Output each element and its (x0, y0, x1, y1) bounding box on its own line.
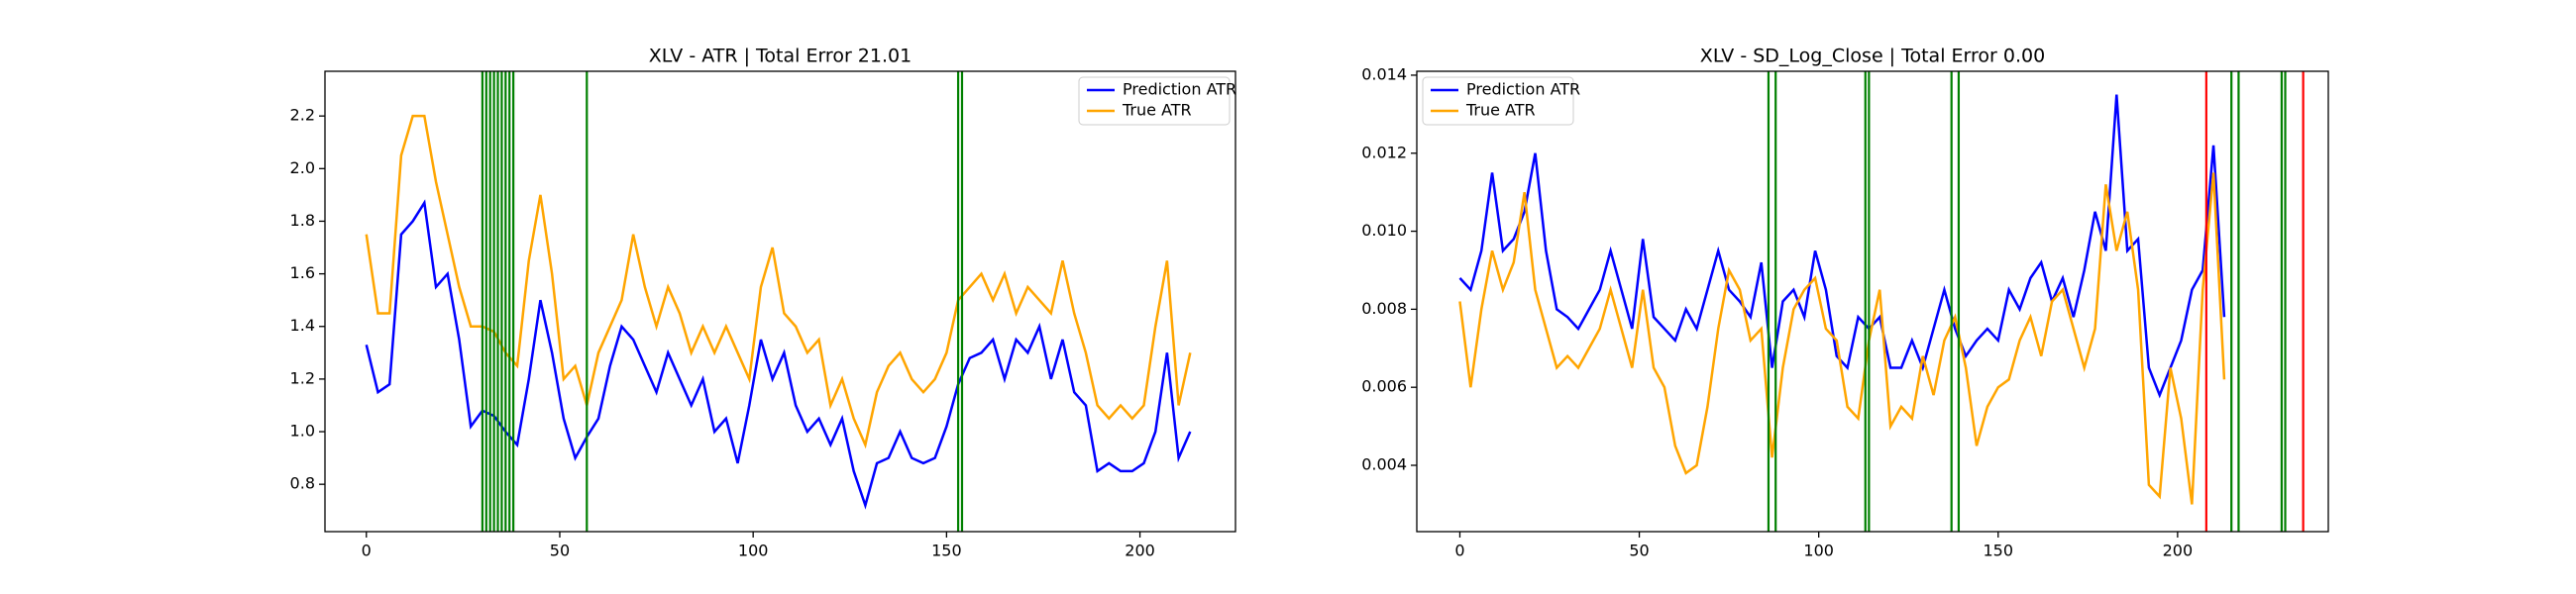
chart-title: XLV - ATR | Total Error 21.01 (649, 46, 912, 67)
legend-box (1078, 76, 1231, 126)
series-line (365, 199, 1192, 510)
x-tick-label: 100 (1803, 542, 1834, 560)
y-tick-label: 1.4 (290, 316, 315, 335)
y-tick-label: 1.8 (290, 211, 315, 230)
y-tick-label: 1.0 (290, 422, 315, 441)
y-tick-label: 0.004 (1361, 455, 1407, 474)
y-tick-label: 0.014 (1361, 64, 1407, 83)
legend-label: True ATR (1465, 101, 1536, 120)
x-tick-label: 200 (2163, 542, 2194, 560)
x-tick-label: 200 (1125, 542, 1155, 560)
legend-label: True ATR (1122, 101, 1192, 120)
y-tick-label: 2.2 (290, 106, 315, 125)
y-tick-label: 0.8 (290, 474, 315, 493)
x-tick-label: 50 (550, 542, 570, 560)
x-tick-label: 150 (931, 542, 962, 560)
y-tick-label: 0.010 (1361, 221, 1407, 240)
legend-label: Prediction ATR (1466, 80, 1580, 99)
series-line (1458, 94, 2226, 399)
chart-title: XLV - SD_Log_Close | Total Error 0.00 (1700, 46, 2045, 67)
x-tick-label: 50 (1629, 542, 1649, 560)
axes-frame (1416, 70, 2329, 533)
x-tick-label: 0 (1454, 542, 1464, 560)
series-line (365, 114, 1192, 449)
x-tick-label: 100 (738, 542, 769, 560)
subplot: XLV - ATR | Total Error 21.01 0 50 100 150 20… (290, 46, 1237, 560)
y-tick-label: 1.2 (290, 368, 315, 387)
subplot: XLV - SD_Log_Close | Total Error 0.00 0 50… (1361, 46, 2329, 560)
y-tick-label: 1.6 (290, 263, 315, 282)
y-tick-label: 0.006 (1361, 377, 1407, 396)
y-tick-label: 0.008 (1361, 299, 1407, 318)
series-line (1458, 172, 2226, 505)
axes-frame (324, 70, 1236, 533)
x-tick-label: 150 (1983, 542, 2013, 560)
legend-box (1422, 76, 1574, 126)
y-tick-label: 2.0 (290, 158, 315, 177)
x-tick-label: 0 (362, 542, 372, 560)
y-tick-label: 0.012 (1361, 143, 1407, 161)
legend-label: Prediction ATR (1123, 80, 1236, 99)
